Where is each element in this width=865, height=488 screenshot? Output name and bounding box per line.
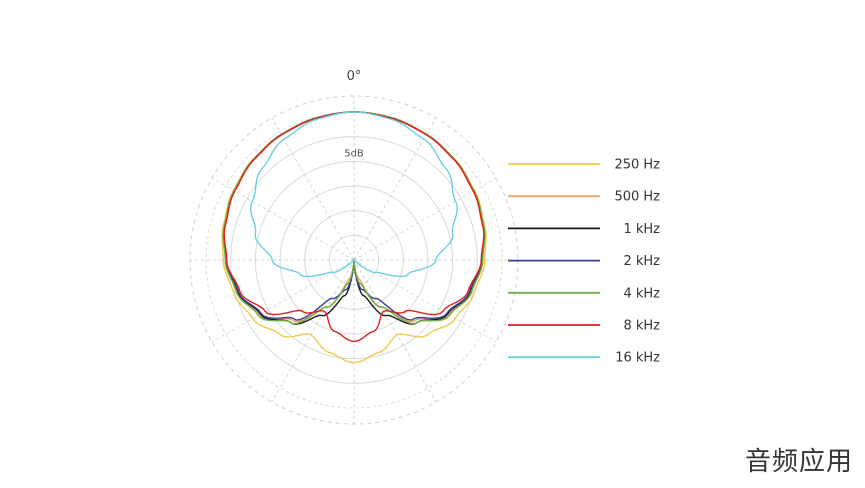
grid-spoke (271, 259, 355, 403)
grid-spoke (353, 259, 437, 403)
series-curve-16-khz (250, 111, 458, 278)
polar-grid (189, 95, 519, 425)
legend: 250 Hz 500 Hz 1 kHz 2 kHz 4 kHz 8 kHz 16 kHz (508, 158, 660, 366)
legend-label: 16 kHz (615, 351, 660, 366)
legend-label: 250 Hz (614, 158, 660, 173)
grid-ring (230, 136, 478, 384)
radial-tick-label: 5dB (344, 148, 364, 159)
legend-label: 500 Hz (614, 190, 660, 205)
watermark: 音频应用 (744, 447, 853, 477)
polar-series (221, 111, 487, 364)
legend-label: 4 kHz (623, 286, 660, 301)
angle-label-0: 0° (347, 69, 362, 84)
series-curve-8-khz (223, 111, 485, 343)
legend-label: 1 kHz (623, 222, 660, 237)
legend-label: 8 kHz (623, 319, 660, 334)
legend-label: 2 kHz (623, 254, 660, 269)
